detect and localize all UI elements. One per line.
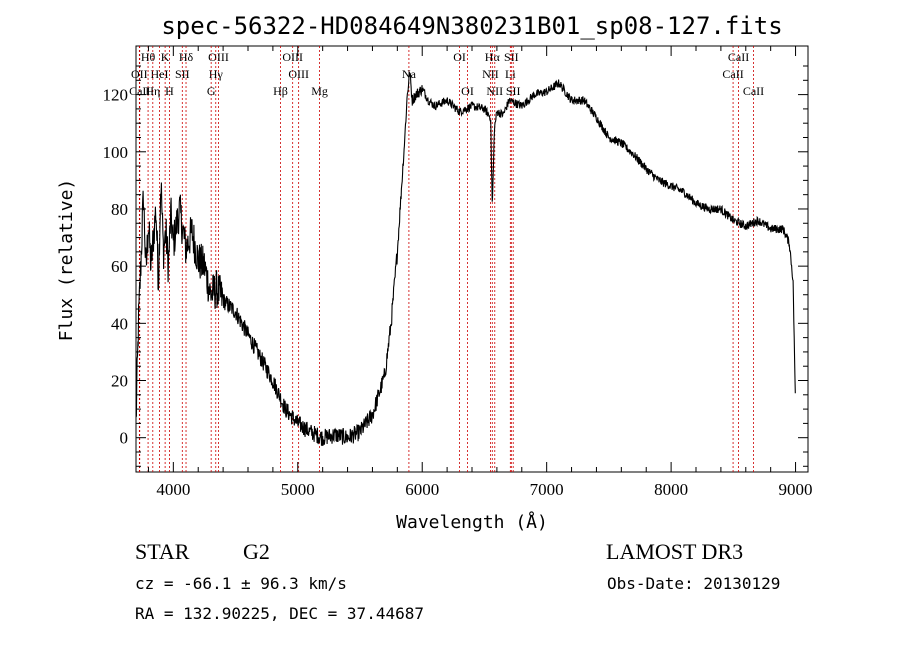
line-marker-label: Mg bbox=[311, 84, 328, 98]
object-subclass: G2 bbox=[243, 539, 270, 564]
x-tick-label: 4000 bbox=[156, 480, 190, 499]
y-axis-ticks: 0 20 40 60 80 100 120 bbox=[103, 65, 808, 467]
line-marker-label: SII bbox=[504, 50, 519, 64]
line-marker-label: Hβ bbox=[273, 84, 288, 98]
line-marker-label: HeI bbox=[151, 67, 169, 81]
y-tick-label: 0 bbox=[120, 429, 129, 448]
y-tick-label: 40 bbox=[111, 314, 128, 333]
line-marker-label: Hη bbox=[145, 84, 160, 98]
plot-frame bbox=[135, 45, 809, 473]
line-marker-label: Hα bbox=[485, 50, 501, 64]
line-marker-label: CaII bbox=[743, 84, 764, 98]
line-marker-label: H bbox=[165, 84, 174, 98]
x-tick-label: 7000 bbox=[530, 480, 564, 499]
redshift-velocity: cz = -66.1 ± 96.3 km/s bbox=[135, 574, 347, 593]
survey-name: LAMOST DR3 bbox=[606, 539, 743, 564]
line-marker-label: Hγ bbox=[209, 67, 224, 81]
y-tick-label: 100 bbox=[103, 143, 129, 162]
line-marker-label: CaII bbox=[728, 50, 749, 64]
spectrum-line bbox=[135, 71, 796, 446]
x-tick-label: 6000 bbox=[405, 480, 439, 499]
line-marker-label: NII bbox=[482, 67, 499, 81]
line-marker-label: OIII bbox=[208, 50, 229, 64]
observation-date: Obs-Date: 20130129 bbox=[607, 574, 780, 593]
line-marker-label: Li bbox=[505, 67, 516, 81]
x-axis-ticks: 4000 5000 6000 7000 8000 9000 bbox=[147, 46, 813, 499]
x-tick-label: 5000 bbox=[281, 480, 315, 499]
line-marker-label: SII bbox=[175, 67, 190, 81]
line-marker-label: NII bbox=[486, 84, 503, 98]
x-axis-label: Wavelength (Å) bbox=[396, 511, 548, 533]
line-marker-label: OIII bbox=[282, 50, 303, 64]
object-class: STAR bbox=[135, 539, 190, 564]
x-tick-label: 9000 bbox=[779, 480, 813, 499]
y-tick-label: 120 bbox=[103, 86, 129, 105]
y-tick-label: 60 bbox=[111, 257, 128, 276]
coordinates: RA = 132.90225, DEC = 37.44687 bbox=[135, 604, 424, 623]
x-tick-label: 8000 bbox=[654, 480, 688, 499]
y-tick-label: 80 bbox=[111, 200, 128, 219]
line-marker-label: OIII bbox=[288, 67, 309, 81]
line-marker-label: G bbox=[207, 84, 216, 98]
line-marker-label: SII bbox=[506, 84, 521, 98]
line-marker-label: K bbox=[161, 50, 170, 64]
chart-title: spec-56322-HD084649N380231B01_sp08-127.f… bbox=[161, 12, 782, 40]
line-marker-label: Hδ bbox=[179, 50, 194, 64]
line-marker-label: Hθ bbox=[141, 50, 156, 64]
line-marker-label: OI bbox=[453, 50, 466, 64]
line-marker-label: CaII bbox=[722, 67, 743, 81]
y-axis-label: Flux (relative) bbox=[56, 179, 77, 342]
line-marker-label: OI bbox=[461, 84, 474, 98]
y-tick-label: 20 bbox=[111, 372, 128, 391]
